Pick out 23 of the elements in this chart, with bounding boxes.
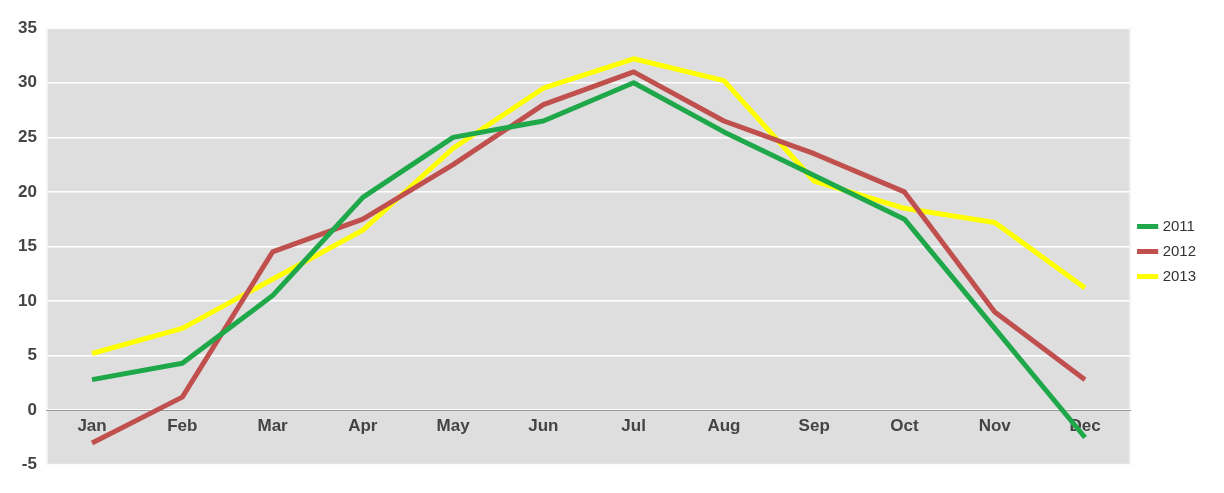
legend-label: 2013	[1162, 266, 1197, 284]
y-tick-label: 0	[27, 399, 37, 419]
y-tick-label: 5	[27, 345, 37, 365]
y-tick-label: 10	[17, 290, 37, 310]
x-tick-label: Jul	[621, 416, 646, 436]
y-tick-label: 20	[17, 181, 37, 201]
y-tick-label: 30	[17, 72, 37, 92]
x-tick-label: Oct	[890, 416, 919, 436]
x-tick-label: May	[436, 416, 471, 436]
x-tick-label: Aug	[707, 416, 741, 436]
x-tick-label: Mar	[257, 416, 289, 436]
y-tick-label: 15	[17, 236, 37, 256]
y-tick-label: 35	[17, 17, 37, 37]
y-tick-label: 25	[17, 127, 37, 147]
x-tick-label: Apr	[348, 416, 378, 436]
x-tick-label: Sep	[798, 416, 830, 436]
legend-label: 2012	[1162, 241, 1197, 259]
x-tick-label: Jun	[528, 416, 559, 436]
y-tick-label: -5	[21, 454, 37, 474]
x-tick-label: Nov	[978, 416, 1012, 436]
x-tick-label: Jan	[77, 416, 107, 436]
x-tick-label: Feb	[167, 416, 198, 436]
legend-label: 2011	[1162, 216, 1195, 234]
